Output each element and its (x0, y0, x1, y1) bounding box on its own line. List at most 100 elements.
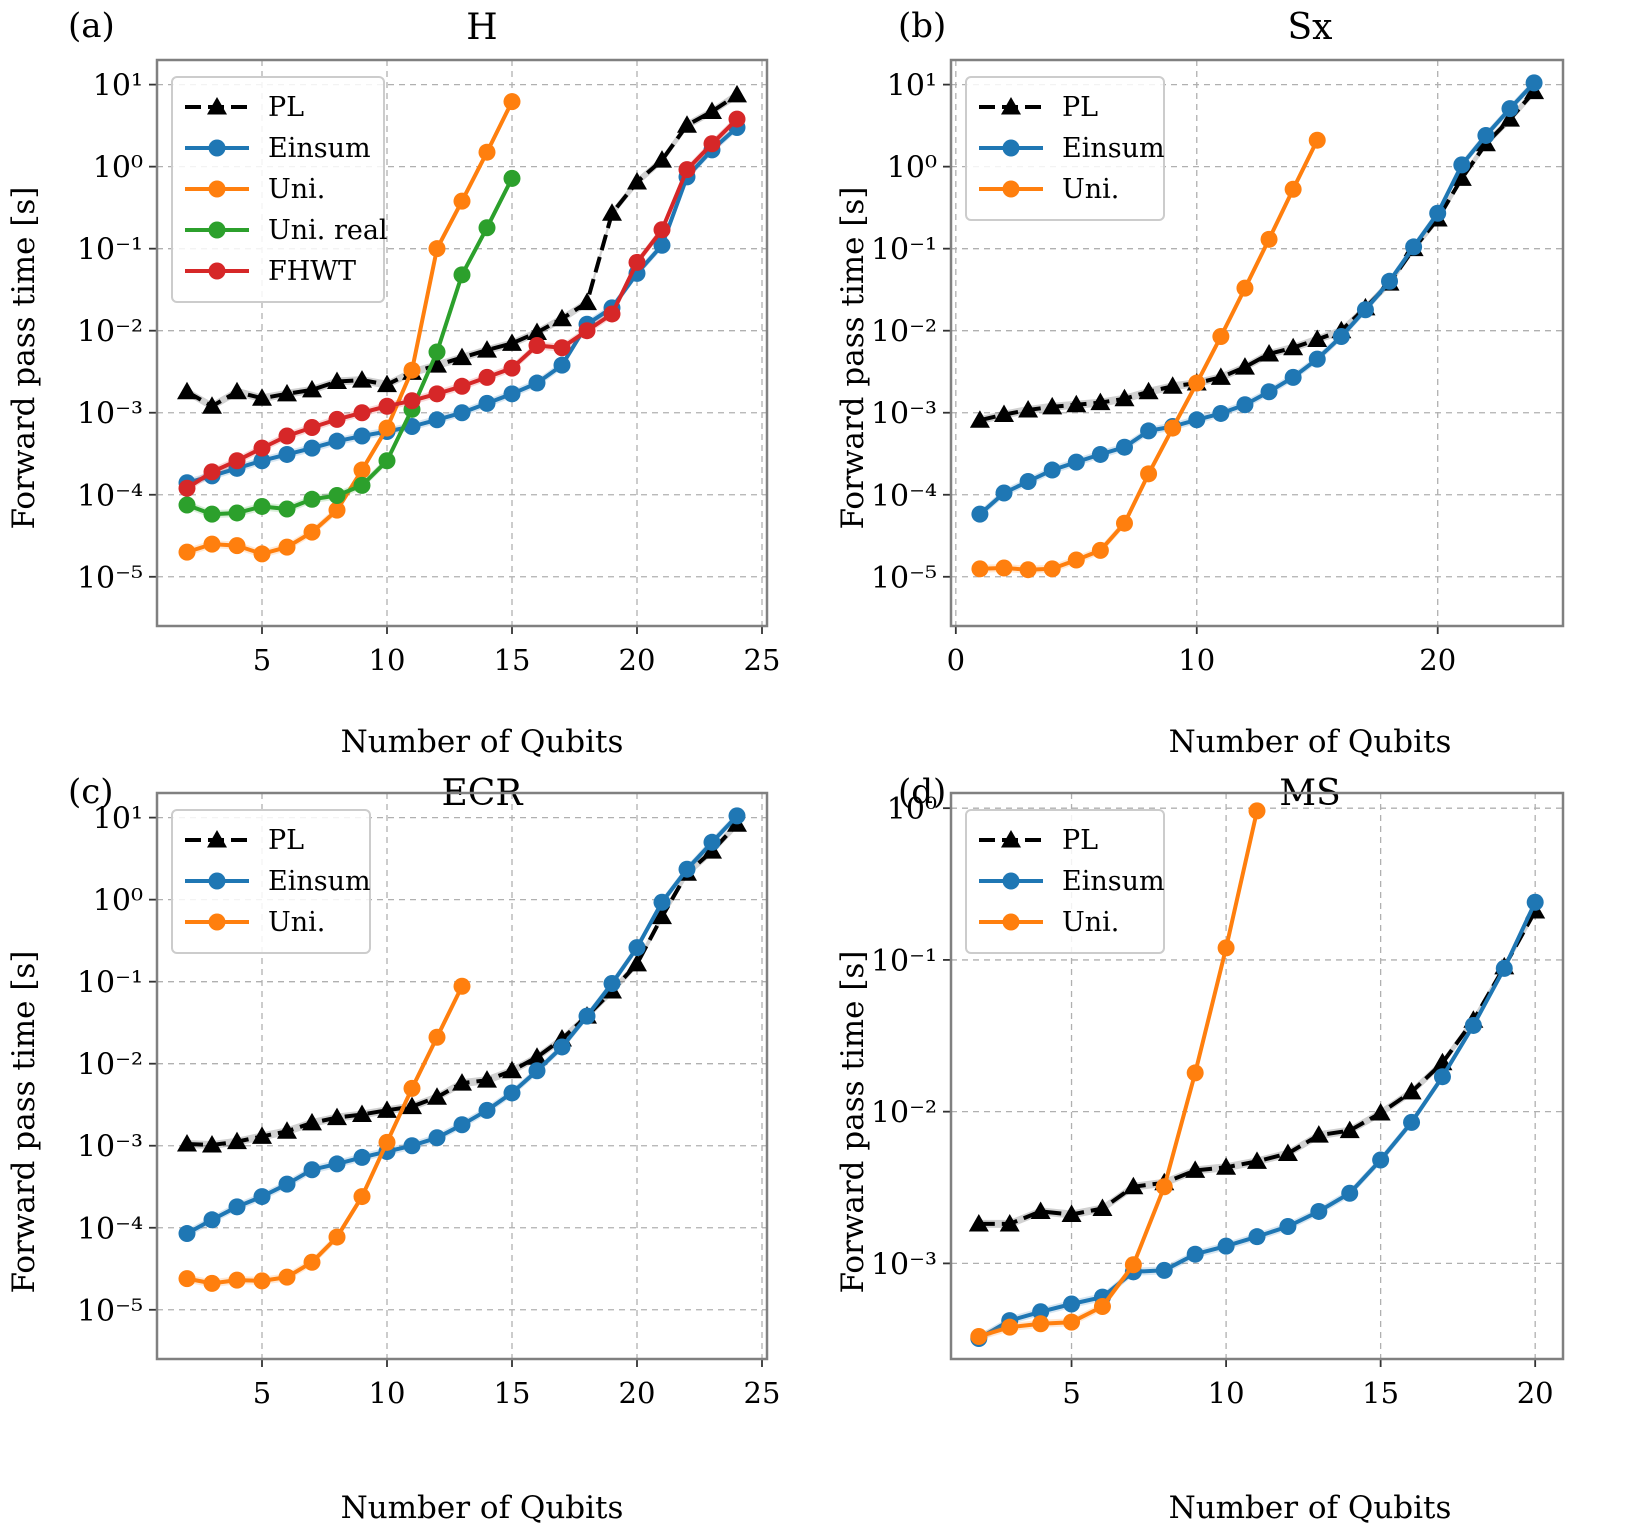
x-tick-label: 20 (1517, 1376, 1554, 1410)
y-tick-label: 10⁻³ (77, 397, 143, 432)
y-tick-label: 10⁻² (871, 1096, 937, 1131)
legend-marker-circle (208, 139, 226, 157)
x-tick-label: 10 (1178, 643, 1215, 677)
data-point-triangle (402, 1096, 422, 1115)
y-tick-label: 10⁻² (77, 1048, 143, 1083)
data-point-triangle (302, 1112, 322, 1131)
data-point-circle (1308, 131, 1326, 149)
data-point-circle (528, 1062, 546, 1080)
data-point-circle (578, 322, 596, 340)
data-point-circle (1063, 1295, 1081, 1313)
data-point-triangle (377, 1100, 397, 1118)
data-point-circle (1115, 514, 1133, 532)
x-axis-label: Number of Qubits (1169, 1490, 1452, 1526)
data-point-circle (628, 253, 646, 271)
data-point-triangle (999, 1213, 1020, 1232)
data-point-circle (353, 427, 371, 445)
data-point-triangle (277, 1121, 297, 1139)
data-point-circle (528, 336, 546, 354)
x-tick-label: 15 (1362, 1376, 1399, 1410)
data-point-circle (378, 452, 396, 470)
data-point-circle (253, 452, 271, 470)
data-point-circle (1043, 461, 1061, 479)
legend-label: PL (1062, 92, 1098, 123)
legend-label: Uni. (1062, 907, 1119, 938)
data-point-triangle (1018, 399, 1039, 418)
data-point-circle (1067, 551, 1085, 569)
data-point-circle (1236, 396, 1254, 414)
data-point-triangle (1234, 357, 1255, 375)
data-point-circle (428, 411, 446, 429)
data-point-circle (971, 560, 989, 578)
data-point-triangle (652, 150, 672, 168)
data-point-triangle (177, 1133, 197, 1152)
data-point-triangle (277, 383, 297, 402)
data-point-triangle (652, 906, 672, 925)
x-tick-label: 15 (494, 1376, 531, 1410)
data-point-triangle (1451, 168, 1472, 186)
y-tick-label: 10⁻¹ (871, 233, 937, 268)
data-point-circle (1284, 368, 1302, 386)
data-point-circle (1403, 1113, 1421, 1131)
data-point-triangle (627, 171, 647, 190)
data-point-triangle (502, 1060, 522, 1079)
plot-area: 5 10 15 20 25 10⁻⁵ 10⁻⁴ 10⁻³ 10⁻² 10⁻¹ 10⁰ 10¹ PL Ein… (77, 791, 781, 1410)
data-point-triangle (1308, 1125, 1329, 1143)
data-point-circle (1381, 272, 1399, 290)
data-point-circle (1019, 473, 1037, 491)
data-point-circle (1063, 1313, 1081, 1331)
data-point-circle (403, 361, 421, 379)
data-point-circle (278, 427, 296, 445)
x-tick-label: 25 (744, 1376, 781, 1410)
data-point-circle (678, 860, 696, 878)
legend-label: Uni. (1062, 174, 1119, 205)
y-axis-label: Forward pass time [s] (6, 187, 42, 530)
series-einsum (970, 893, 1544, 1347)
data-point-triangle (1401, 1081, 1422, 1100)
data-point-circle (603, 305, 621, 323)
data-point-triangle (352, 1104, 372, 1123)
y-tick-label: 10⁻⁵ (77, 1294, 143, 1329)
data-point-circle (628, 939, 646, 957)
data-point-circle (303, 1161, 321, 1179)
legend-label: Uni. real (268, 215, 388, 246)
x-tick-label: 15 (494, 643, 531, 677)
data-point-circle (728, 807, 746, 825)
x-tick-label: 5 (253, 643, 271, 677)
data-point-circle (1124, 1256, 1142, 1274)
data-point-circle (353, 461, 371, 479)
data-point-circle (1212, 327, 1230, 345)
legend-label: PL (268, 825, 304, 856)
data-point-circle (228, 504, 246, 522)
data-point-circle (228, 452, 246, 470)
data-point-triangle (577, 292, 597, 311)
data-point-circle (1260, 230, 1278, 248)
data-point-circle (678, 161, 696, 179)
x-tick-label: 20 (1419, 643, 1456, 677)
data-point-circle (478, 219, 496, 237)
plot-frame (155, 791, 769, 1361)
data-point-triangle (1277, 1143, 1298, 1161)
data-point-triangle (1307, 329, 1328, 348)
y-tick-label: 10⁻⁴ (77, 479, 143, 514)
y-tick-label: 10⁻² (871, 315, 937, 350)
data-point-circle (1186, 1245, 1204, 1263)
data-point-circle (1310, 1202, 1328, 1220)
data-point-triangle (1114, 388, 1135, 407)
data-point-triangle (1090, 392, 1111, 411)
x-tick-label: 20 (619, 643, 656, 677)
legend-marker-circle (208, 913, 226, 931)
data-point-circle (253, 439, 271, 457)
data-point-circle (178, 1270, 196, 1288)
legend-marker-circle (208, 872, 226, 890)
data-point-circle (303, 419, 321, 437)
legend: PL Einsum Uni. (965, 76, 1165, 221)
y-tick-label: 10⁻⁵ (77, 561, 143, 596)
data-point-triangle (252, 388, 272, 406)
legend: PL Einsum Uni. (171, 809, 371, 954)
series-line (186, 985, 464, 1286)
data-point-triangle (1138, 381, 1159, 400)
data-point-circle (403, 392, 421, 410)
data-point-circle (278, 1175, 296, 1193)
